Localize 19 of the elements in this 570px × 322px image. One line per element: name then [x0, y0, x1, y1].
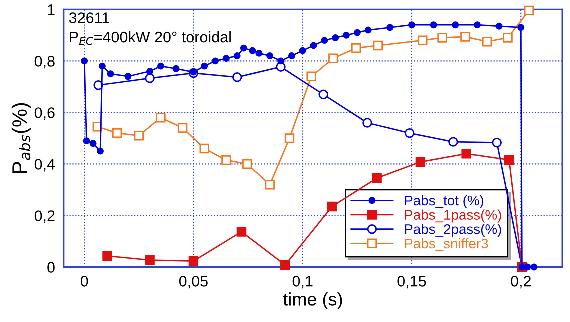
x-tick-label: 0,05 — [179, 276, 208, 289]
y-tick-label: 0 — [48, 262, 55, 273]
y-tick-label: 0,4 — [34, 159, 56, 172]
x-tick-label: 0 — [80, 276, 88, 287]
annotation: 32611 — [69, 12, 110, 24]
legend-label: Pabs_1pass(%) — [405, 210, 502, 223]
legend-label: Pabs_sniffer3 — [405, 238, 488, 252]
y-axis-title: P$_{abs}$(%) — [12, 103, 32, 174]
legend-label: Pabs_2pass(%) — [405, 224, 502, 238]
y-tick-label: 1 — [48, 4, 55, 16]
x-tick-label: 0,2 — [511, 276, 531, 289]
x-tick-label: 0,15 — [398, 276, 426, 289]
x-tick-label: 0,1 — [292, 276, 313, 289]
y-tick-label: 0,6 — [34, 108, 55, 120]
legend-label: Pabs_tot (%) — [405, 195, 484, 208]
x-axis-title: time (s) — [283, 292, 342, 310]
y-tick-label: 0,8 — [34, 56, 55, 69]
annotation: P$_{EC}$=400kW 20° toroidal — [70, 31, 231, 46]
y-tick-label: 0,2 — [34, 210, 55, 224]
